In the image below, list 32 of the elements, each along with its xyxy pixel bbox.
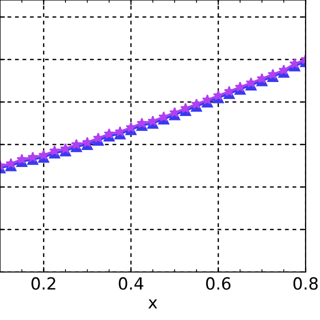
point xyxy=(191,98,202,109)
point xyxy=(104,128,114,139)
point xyxy=(289,58,300,68)
x-tick-label: 0.6 xyxy=(206,277,230,290)
point xyxy=(224,86,235,96)
point xyxy=(268,68,278,80)
point xyxy=(147,116,158,126)
x-tick-label: 0.2 xyxy=(32,277,56,290)
point xyxy=(180,102,191,114)
point xyxy=(212,90,224,100)
point xyxy=(114,126,126,136)
point xyxy=(234,82,246,92)
point xyxy=(49,145,60,156)
point xyxy=(71,138,82,150)
point xyxy=(202,94,213,105)
point xyxy=(136,118,148,128)
point xyxy=(158,111,170,122)
point xyxy=(126,122,136,132)
point xyxy=(60,143,71,154)
point xyxy=(38,150,49,160)
point xyxy=(278,64,290,75)
point xyxy=(256,73,268,84)
point xyxy=(169,107,180,118)
x-tick-label: 0.4 xyxy=(118,277,144,290)
point xyxy=(92,132,104,143)
point xyxy=(82,136,93,148)
point xyxy=(16,154,28,164)
point xyxy=(6,158,16,168)
point xyxy=(246,77,256,88)
x-axis-title: x xyxy=(148,299,158,308)
point xyxy=(27,152,38,162)
x-tick-label: 0.8 xyxy=(293,277,318,290)
